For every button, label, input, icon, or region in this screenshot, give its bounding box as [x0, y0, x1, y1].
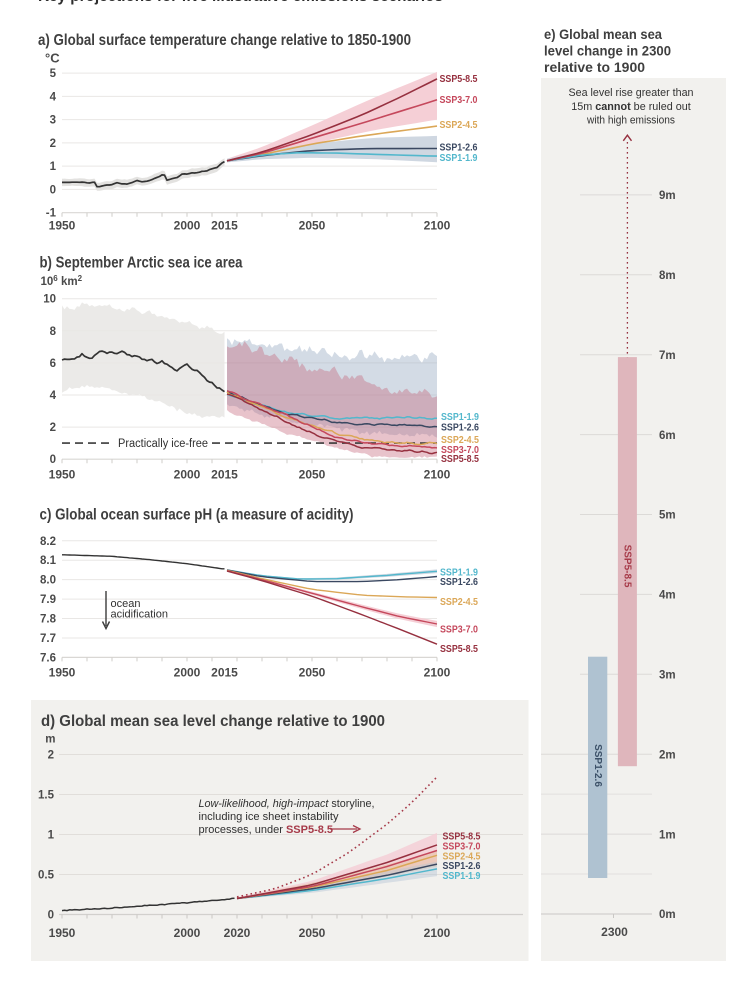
svg-text:ocean: ocean: [111, 598, 141, 610]
svg-text:2015: 2015: [211, 666, 238, 680]
svg-text:SSP2-4.5: SSP2-4.5: [443, 852, 481, 863]
svg-text:0: 0: [48, 910, 54, 922]
svg-text:2015: 2015: [211, 219, 238, 233]
svg-text:2300: 2300: [601, 925, 628, 939]
svg-text:2100: 2100: [424, 666, 451, 680]
svg-text:2: 2: [50, 138, 56, 150]
svg-text:-1: -1: [46, 208, 57, 220]
svg-text:SSP1-1.9: SSP1-1.9: [440, 153, 478, 164]
svg-text:d) Global mean sea level chang: d) Global mean sea level change relative…: [41, 713, 385, 730]
svg-text:b) September Arctic sea ice ar: b) September Arctic sea ice area: [40, 254, 243, 271]
svg-text:e) Global mean sea: e) Global mean sea: [544, 27, 662, 42]
svg-text:10: 10: [43, 294, 56, 306]
svg-text:SSP1-1.9: SSP1-1.9: [443, 871, 481, 882]
svg-text:level change in 2300: level change in 2300: [544, 43, 671, 58]
svg-text:0m: 0m: [659, 909, 676, 921]
svg-text:4: 4: [50, 91, 57, 103]
svg-text:1m: 1m: [659, 829, 676, 841]
svg-text:5m: 5m: [659, 510, 676, 522]
svg-text:1950: 1950: [49, 666, 76, 680]
svg-text:2015: 2015: [211, 468, 238, 482]
svg-text:SSP1-1.9: SSP1-1.9: [440, 567, 478, 578]
svg-text:0.5: 0.5: [38, 870, 55, 882]
svg-text:acidification: acidification: [111, 608, 168, 620]
svg-text:2050: 2050: [299, 666, 326, 680]
svg-text:Practically ice-free: Practically ice-free: [118, 438, 208, 450]
svg-text:SSP3-7.0: SSP3-7.0: [440, 95, 478, 106]
svg-text:SSP5-8.5: SSP5-8.5: [440, 644, 478, 655]
svg-text:1950: 1950: [49, 926, 76, 940]
svg-text:7m: 7m: [659, 350, 676, 362]
svg-text:4: 4: [50, 390, 57, 402]
svg-text:SSP1-2.6: SSP1-2.6: [440, 577, 478, 588]
svg-text:8: 8: [50, 326, 57, 338]
svg-text:2050: 2050: [299, 926, 326, 940]
svg-text:SSP5-8.5: SSP5-8.5: [440, 74, 478, 85]
svg-text:SSP1-2.6: SSP1-2.6: [443, 861, 481, 872]
svg-text:7.9: 7.9: [40, 594, 56, 606]
svg-text:relative to 1900: relative to 1900: [544, 60, 645, 75]
svg-text:2000: 2000: [174, 468, 201, 482]
svg-text:7.8: 7.8: [40, 614, 57, 626]
svg-text:8m: 8m: [659, 270, 676, 282]
svg-text:4m: 4m: [659, 590, 676, 602]
svg-text:with high emissions: with high emissions: [586, 115, 675, 127]
svg-text:°C: °C: [45, 51, 60, 66]
svg-text:SSP1-1.9: SSP1-1.9: [441, 412, 479, 423]
svg-text:1950: 1950: [49, 468, 76, 482]
svg-text:m: m: [45, 734, 55, 746]
svg-text:Key projections for five illus: Key projections for five illustrative em…: [38, 0, 443, 5]
svg-text:2: 2: [50, 422, 56, 434]
svg-text:2000: 2000: [174, 926, 201, 940]
svg-text:2100: 2100: [424, 926, 451, 940]
svg-text:processes, under SSP5-8.5: processes, under SSP5-8.5: [199, 824, 334, 836]
svg-text:Sea level rise greater than: Sea level rise greater than: [569, 87, 694, 99]
svg-text:106 km2: 106 km2: [41, 274, 83, 288]
svg-text:8.2: 8.2: [40, 536, 56, 548]
svg-text:a) Global surface temperature: a) Global surface temperature change rel…: [38, 32, 411, 49]
svg-text:1: 1: [50, 161, 57, 173]
svg-text:SSP2-4.5: SSP2-4.5: [440, 120, 478, 131]
svg-text:5: 5: [50, 68, 57, 80]
svg-text:2020: 2020: [224, 926, 251, 940]
svg-text:SSP1-2.6: SSP1-2.6: [440, 142, 478, 153]
svg-text:2000: 2000: [174, 666, 201, 680]
svg-text:2100: 2100: [424, 219, 451, 233]
svg-text:2050: 2050: [299, 219, 326, 233]
svg-text:SSP2-4.5: SSP2-4.5: [440, 597, 478, 608]
svg-text:9m: 9m: [659, 190, 676, 202]
svg-text:0: 0: [50, 184, 56, 196]
svg-text:SSP3-7.0: SSP3-7.0: [443, 842, 481, 853]
svg-text:SSP1-2.6: SSP1-2.6: [592, 744, 603, 787]
svg-text:1: 1: [48, 830, 55, 842]
svg-text:6m: 6m: [659, 430, 676, 442]
svg-text:1950: 1950: [49, 219, 76, 233]
svg-text:7.7: 7.7: [40, 633, 56, 645]
svg-text:2050: 2050: [299, 468, 326, 482]
svg-text:0: 0: [50, 454, 56, 466]
svg-text:2: 2: [48, 750, 54, 762]
svg-text:6: 6: [50, 358, 56, 370]
svg-text:2100: 2100: [424, 468, 451, 482]
svg-text:7.6: 7.6: [40, 652, 56, 664]
svg-text:3: 3: [50, 115, 56, 127]
svg-text:2m: 2m: [659, 749, 676, 761]
svg-text:8.1: 8.1: [40, 555, 57, 567]
svg-text:3m: 3m: [659, 670, 676, 682]
svg-text:SSP2-4.5: SSP2-4.5: [441, 435, 479, 446]
svg-text:SSP3-7.0: SSP3-7.0: [440, 624, 478, 635]
svg-text:SSP1-2.6: SSP1-2.6: [441, 423, 479, 434]
svg-text:Low-likelihood, high-impact st: Low-likelihood, high-impact storyline,: [199, 798, 375, 810]
svg-text:2000: 2000: [174, 219, 201, 233]
svg-text:SSP5-8.5: SSP5-8.5: [622, 545, 633, 588]
svg-text:including ice sheet instabilit: including ice sheet instability: [199, 811, 339, 823]
svg-text:1.5: 1.5: [38, 790, 55, 802]
svg-text:c) Global ocean surface pH (a: c) Global ocean surface pH (a measure of…: [40, 506, 354, 523]
svg-text:SSP5-8.5: SSP5-8.5: [443, 831, 481, 842]
svg-text:SSP5-8.5: SSP5-8.5: [441, 454, 479, 465]
svg-text:SSP3-7.0: SSP3-7.0: [441, 445, 479, 456]
svg-text:15m cannot be ruled out: 15m cannot be ruled out: [571, 101, 690, 113]
svg-text:8.0: 8.0: [40, 575, 56, 587]
